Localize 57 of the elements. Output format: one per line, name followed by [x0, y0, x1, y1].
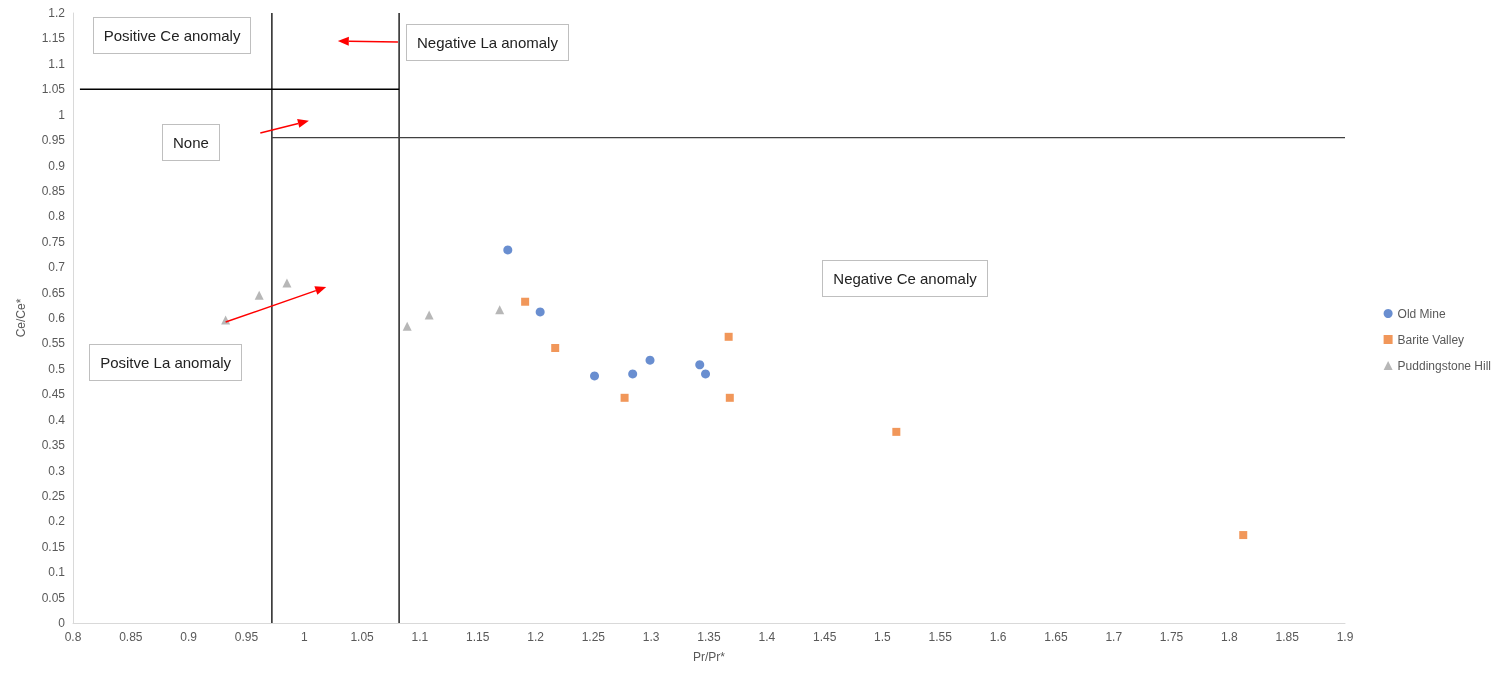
y-tick-label: 0.05	[41, 590, 66, 605]
y-tick-label: 0.3	[48, 463, 66, 478]
x-tick-label: 1.3	[642, 630, 660, 644]
x-tick-label: 1.05	[350, 630, 375, 644]
y-tick-label: 0.15	[41, 539, 66, 554]
y-axis-title: Ce/Ce*	[14, 298, 28, 338]
y-tick-label: 0.5	[48, 361, 66, 376]
x-tick-label: 1.55	[928, 630, 953, 644]
x-tick-label: 1.85	[1275, 630, 1300, 644]
x-tick-label: 1.75	[1159, 630, 1184, 644]
y-tick-label: 0.8	[48, 209, 66, 224]
x-tick-label: 1.6	[989, 630, 1007, 644]
y-tick-label: 1	[58, 107, 66, 122]
y-tick-label: 0.9	[48, 158, 66, 173]
x-tick-label: 1.2	[527, 630, 545, 644]
x-tick-label: 1.65	[1044, 630, 1068, 644]
y-tick-label: 0.65	[41, 285, 66, 300]
y-tick-label: 0.35	[41, 438, 66, 453]
y-tick-label: 0.2	[48, 514, 66, 529]
x-tick-label: 1.35	[697, 630, 721, 644]
x-tick-label: 1.8	[1221, 630, 1239, 644]
x-tick-label: 0.85	[119, 630, 143, 644]
y-tick-label: 1.2	[48, 6, 66, 20]
y-tick-label: 1.15	[41, 31, 66, 46]
annotation: Positive Ce anomaly	[92, 16, 252, 54]
y-tick-label: 0.85	[41, 183, 66, 198]
x-tick-label: 0.9	[180, 630, 198, 644]
y-tick-label: 0.45	[41, 387, 66, 402]
y-tick-label: 0.1	[48, 565, 66, 580]
x-tick-label: 1.1	[411, 630, 429, 644]
legend-label: Barite Valley	[1397, 332, 1465, 347]
x-tick-label: 1.15	[466, 630, 490, 644]
y-tick-label: 0	[58, 616, 66, 630]
y-tick-label: 1.1	[48, 56, 66, 71]
y-tick-label: 0.25	[41, 488, 66, 503]
x-tick-label: 1.9	[1336, 630, 1354, 644]
annotation: None	[162, 123, 220, 161]
y-tick-label: 1.05	[41, 82, 66, 97]
y-tick-label: 0.75	[41, 234, 66, 249]
legend-label: Old Mine	[1397, 306, 1446, 321]
x-axis-title: Pr/Pr*	[692, 650, 726, 664]
y-tick-label: 0.6	[48, 311, 66, 325]
annotation: Negative La anomaly	[406, 24, 569, 62]
x-tick-label: 1.25	[581, 630, 606, 644]
x-tick-label: 1.45	[812, 630, 837, 644]
x-tick-label: 1.5	[874, 630, 892, 644]
y-tick-label: 0.4	[48, 412, 66, 427]
x-tick-label: 1.4	[758, 630, 776, 644]
x-tick-label: 1	[300, 630, 308, 644]
annotation: Negative Ce anomaly	[822, 260, 988, 298]
legend-label: Puddingstone Hill	[1397, 358, 1492, 373]
x-tick-label: 0.95	[234, 630, 259, 644]
y-tick-label: 0.7	[48, 260, 66, 275]
x-tick-label: 1.7	[1105, 630, 1123, 644]
annotation: Positve La anomaly	[89, 343, 243, 381]
y-tick-label: 0.55	[41, 336, 66, 351]
y-tick-label: 0.95	[41, 133, 66, 148]
